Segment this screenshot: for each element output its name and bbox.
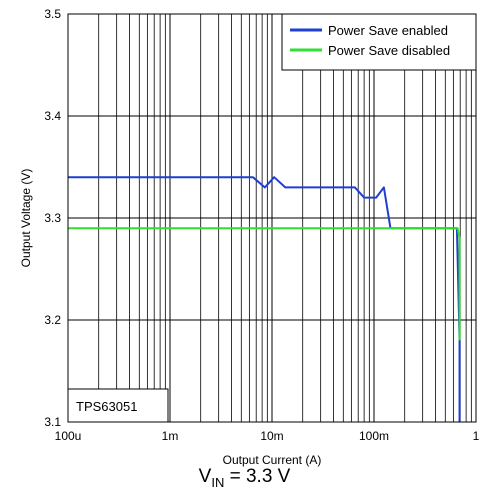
series-line-1: [68, 176, 461, 422]
series-line-2: [68, 227, 461, 341]
legend: Power Save enabled Power Save disabled: [281, 13, 477, 71]
plot-frame: [67, 13, 477, 423]
x-axis-label: Output Current (A): [223, 453, 322, 467]
legend-label-2: Power Save disabled: [328, 43, 450, 58]
legend-label-1: Power Save enabled: [328, 23, 448, 38]
caption-prefix: V: [198, 466, 212, 487]
tick-labels: 100u 1m 10m 100m 1 3.1 3.2 3.3 3.4 3.5: [44, 7, 479, 443]
x-tick-label: 100u: [55, 429, 82, 443]
x-tick-label: 1m: [162, 429, 179, 443]
y-tick-label: 3.1: [44, 415, 61, 429]
device-annotation: TPS63051: [67, 388, 169, 423]
caption-suffix: = 3.3 V: [224, 466, 291, 487]
x-tick-label: 10m: [260, 429, 283, 443]
x-tick-label: 100m: [359, 429, 389, 443]
caption-subscript: IN: [211, 474, 225, 490]
legend-box: [281, 13, 477, 71]
y-tick-label: 3.4: [44, 109, 61, 123]
x-tick-label: 1: [473, 429, 480, 443]
y-tick-label: 3.5: [44, 7, 61, 21]
input-voltage-caption: VIN = 3.3 V: [0, 466, 489, 490]
device-annotation-text: TPS63051: [76, 399, 137, 414]
series-layer: [68, 176, 461, 422]
y-axis-label: Output Voltage (V): [19, 169, 33, 268]
y-tick-label: 3.3: [44, 211, 61, 225]
grid: [67, 13, 476, 423]
y-tick-label: 3.2: [44, 313, 61, 327]
